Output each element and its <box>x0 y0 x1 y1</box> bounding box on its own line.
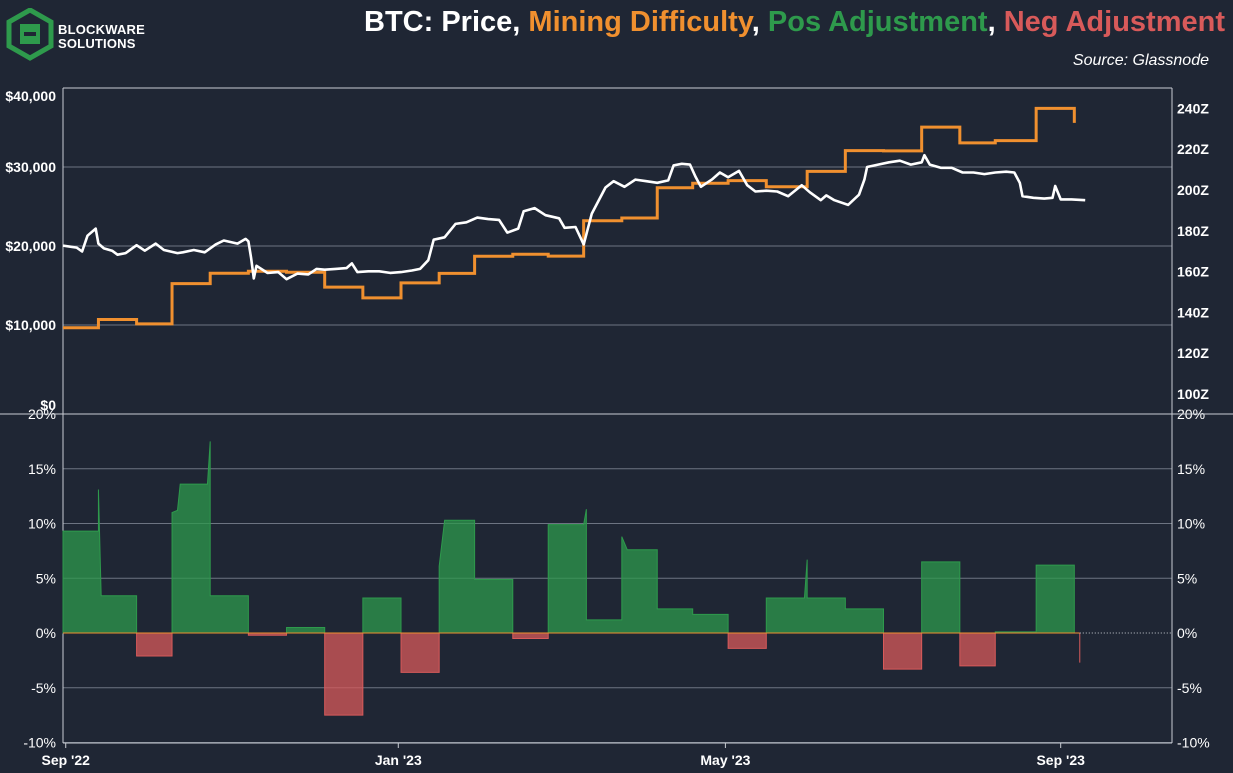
logo-line-2: SOLUTIONS <box>58 36 136 51</box>
y-left-tick-label: $0 <box>40 397 56 413</box>
y-left-tick-label: $20,000 <box>5 238 56 254</box>
y-left-tick-label: -10% <box>23 735 56 751</box>
y-left-tick-label: 15% <box>28 461 56 477</box>
x-tick-label: May '23 <box>700 752 750 768</box>
price-line <box>62 153 1086 281</box>
logo-hexagon <box>6 8 54 61</box>
y-left-tick-label: 10% <box>28 516 56 532</box>
neg-adjustment-area <box>883 632 923 670</box>
logo-line-1: BLOCKWARE <box>58 22 146 37</box>
chart-title: BTC: Price, Mining Difficulty, Pos Adjus… <box>364 6 1225 39</box>
pos-adjustment-area <box>921 561 961 634</box>
neg-adjustment-area <box>136 632 173 657</box>
y-left-tick-label: 0% <box>36 625 56 641</box>
pos-adjustment-area <box>765 559 885 634</box>
pos-adjustment-area <box>438 519 514 634</box>
neg-adjustment-area <box>512 632 549 639</box>
blockware-logo <box>6 8 54 61</box>
y-left-tick-label: -5% <box>31 680 56 696</box>
y-right-tick-label: 160Z <box>1177 264 1209 280</box>
y-right-tick-label: 120Z <box>1177 345 1209 361</box>
pos-adjustment-area <box>994 564 1075 634</box>
title-part-pos-adjustment: Pos Adjustment <box>767 6 988 38</box>
y-right-tick-label: 100Z <box>1177 386 1209 402</box>
y-right-tick-label: -10% <box>1177 735 1210 751</box>
x-tick-label: Sep '22 <box>41 752 90 768</box>
neg-adjustment-area <box>324 632 364 716</box>
title-separator: , <box>751 6 768 38</box>
source-note: Source: Glassnode <box>1072 52 1209 69</box>
y-right-tick-label: 200Z <box>1177 182 1209 198</box>
neg-adjustment-area <box>400 632 440 673</box>
y-right-tick-label: 180Z <box>1177 223 1209 239</box>
title-separator: , <box>512 6 529 38</box>
x-tick-label: Sep '23 <box>1036 752 1085 768</box>
neg-adjustment-area <box>727 632 767 649</box>
logo-wordmark: BLOCKWARE SOLUTIONS <box>58 23 145 51</box>
title-separator: , <box>987 6 1004 38</box>
y-left-tick-label: $10,000 <box>5 317 56 333</box>
y-left-tick-label: 5% <box>36 570 56 586</box>
neg-adjustment-area <box>959 632 996 667</box>
y-right-tick-label: 10% <box>1177 516 1205 532</box>
pos-adjustment-area <box>362 597 402 634</box>
pos-adjustment-area <box>171 441 249 634</box>
title-part-neg-adjustment: Neg Adjustment <box>1003 6 1225 38</box>
y-right-tick-label: 240Z <box>1177 100 1209 116</box>
logo-block-cut <box>24 32 36 36</box>
pos-adjustment-area <box>547 509 729 634</box>
pos-adjustment-area <box>286 627 326 634</box>
y-right-tick-label: 220Z <box>1177 141 1209 157</box>
y-left-tick-label: $30,000 <box>5 159 56 175</box>
y-left-tick-label: $40,000 <box>5 88 56 104</box>
difficulty-line <box>63 106 1076 330</box>
y-right-tick-label: 15% <box>1177 461 1205 477</box>
title-part-difficulty: Mining Difficulty <box>528 6 752 38</box>
y-right-tick-label: -5% <box>1177 680 1202 696</box>
title-part-price: BTC: Price <box>364 6 513 38</box>
y-right-tick-label: 0% <box>1177 625 1197 641</box>
pos-adjustment-area <box>62 489 138 634</box>
y-right-tick-label: 140Z <box>1177 304 1209 320</box>
x-tick-label: Jan '23 <box>375 752 422 768</box>
y-right-tick-label: 5% <box>1177 570 1197 586</box>
